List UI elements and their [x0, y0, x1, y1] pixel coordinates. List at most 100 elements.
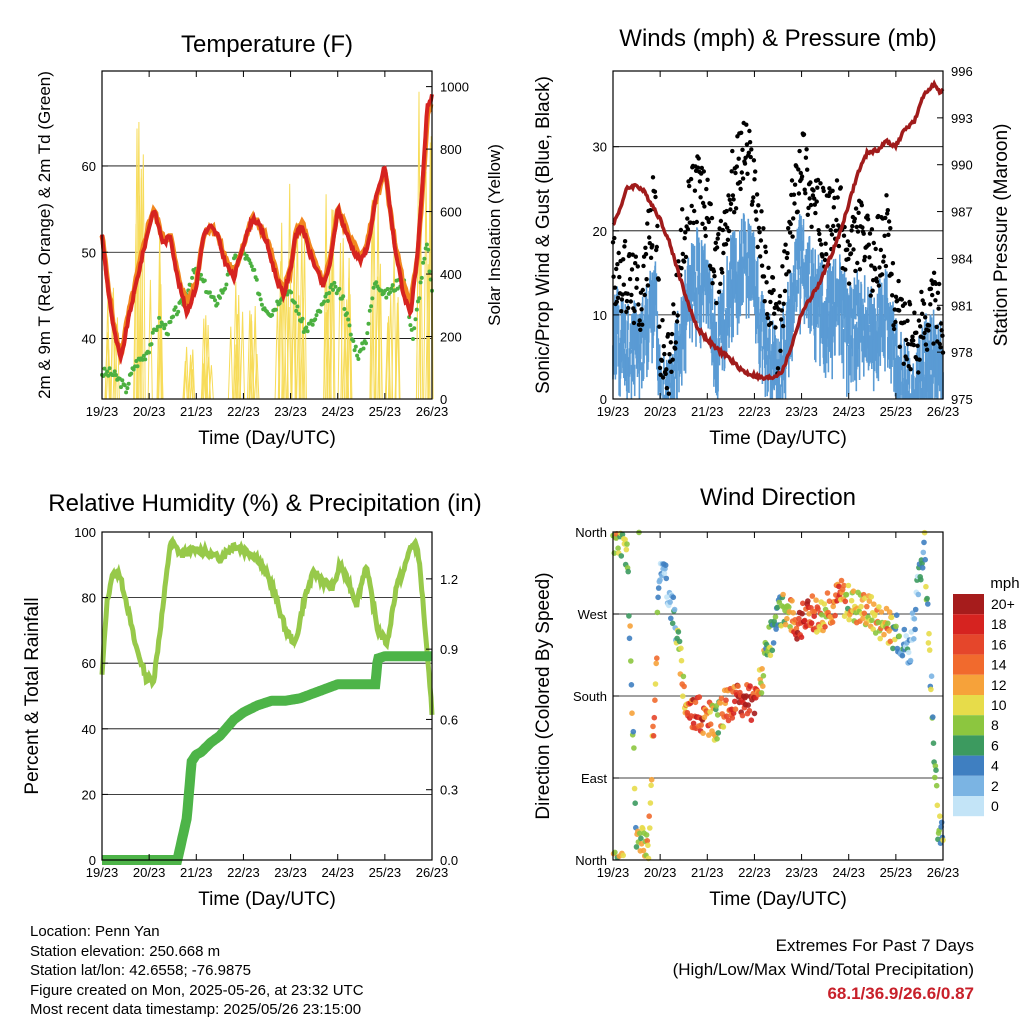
gust-point	[914, 330, 919, 335]
dewpoint-point	[342, 307, 347, 311]
dewpoint-point	[150, 330, 155, 335]
direction-point	[926, 630, 932, 637]
gust-point	[680, 207, 685, 212]
direction-point	[707, 721, 714, 727]
gust-point	[768, 299, 773, 305]
gust-point	[901, 361, 906, 366]
gust-point	[639, 307, 644, 312]
gust-point	[744, 142, 750, 147]
gust-point	[752, 177, 757, 182]
y-axis-label-right: Solar Insolation (Yellow)	[485, 144, 504, 326]
direction-point	[932, 774, 938, 781]
gust-point	[881, 259, 886, 264]
gust-point	[724, 208, 729, 214]
wind-direction-series	[610, 529, 946, 862]
direction-point	[842, 598, 849, 605]
gust-point	[846, 281, 852, 286]
solar-spike	[395, 297, 401, 400]
dewpoint-point	[258, 297, 263, 302]
gust-point	[716, 289, 722, 295]
direction-point	[819, 612, 825, 618]
direction-point	[813, 597, 819, 603]
dewpoint-point	[322, 299, 327, 304]
gust-point	[779, 317, 784, 322]
gust-point	[763, 249, 769, 255]
gust-point	[822, 257, 828, 263]
gust-point	[617, 274, 622, 280]
gust-point	[856, 210, 861, 215]
gust-point	[742, 161, 748, 166]
gust-point	[829, 232, 835, 237]
gust-point	[615, 262, 620, 267]
gust-point	[908, 367, 913, 372]
gust-point	[923, 342, 929, 347]
dewpoint-point	[207, 290, 212, 295]
gust-point	[852, 216, 857, 221]
direction-point	[937, 813, 943, 819]
y-axis-label: Percent & Total Rainfall	[22, 597, 43, 794]
x-tick-label: 23/23	[274, 865, 307, 880]
direction-point	[858, 603, 864, 610]
direction-point	[786, 604, 792, 610]
dewpoint-point	[384, 295, 389, 300]
direction-point	[647, 800, 654, 806]
gust-point	[928, 302, 933, 307]
direction-point	[696, 694, 703, 700]
direction-point	[841, 582, 847, 589]
gust-point	[915, 343, 920, 348]
gust-point	[775, 366, 781, 371]
gust-point	[813, 210, 818, 216]
gust-point	[884, 193, 889, 198]
gust-point	[632, 308, 637, 314]
gust-point	[905, 318, 910, 323]
direction-point	[919, 565, 926, 571]
gust-point	[870, 288, 875, 293]
gust-point	[787, 230, 793, 235]
gust-point	[917, 357, 922, 362]
gust-point	[809, 224, 814, 229]
direction-point	[832, 612, 838, 619]
dewpoint-point	[327, 291, 332, 295]
gust-point	[935, 290, 941, 295]
y-tick-label-right: 981	[951, 298, 973, 313]
gust-point	[921, 301, 927, 306]
direction-point	[633, 844, 640, 850]
dewpoint-point	[347, 323, 352, 328]
dewpoint-point	[332, 280, 337, 285]
legend-swatch	[953, 796, 984, 817]
gust-point	[780, 323, 786, 329]
direction-point	[892, 636, 898, 643]
pressure-line	[611, 79, 945, 383]
direction-point	[626, 635, 633, 642]
dewpoint-point	[171, 314, 176, 319]
gust-point	[838, 185, 843, 190]
direction-point	[933, 782, 940, 789]
gust-point	[669, 369, 674, 374]
gust-point	[757, 230, 762, 235]
extremes-title: Extremes For Past 7 Days	[775, 936, 974, 955]
gust-point	[718, 281, 723, 286]
dewpoint-point	[168, 319, 173, 324]
gust-point	[681, 259, 687, 264]
direction-point	[901, 626, 908, 633]
legend-label: 4	[991, 758, 999, 774]
y-tick-label-right: 996	[951, 64, 973, 79]
direction-point	[700, 730, 706, 736]
gust-point	[802, 187, 807, 192]
gust-point	[626, 305, 631, 311]
gust-point	[886, 219, 892, 224]
x-tick-label: 21/23	[180, 865, 213, 880]
gust-point	[729, 169, 734, 174]
dewpoint-point	[218, 295, 222, 300]
direction-point	[912, 626, 918, 633]
gust-point	[723, 222, 728, 227]
gust-point	[860, 225, 865, 230]
dewpoint-point	[331, 287, 335, 292]
solar-spike	[138, 177, 144, 400]
x-tick-label: 22/23	[738, 404, 771, 419]
direction-point	[626, 613, 632, 619]
dewpoint-point	[374, 280, 379, 285]
solar-spike	[290, 292, 296, 400]
gust-point	[659, 358, 665, 363]
